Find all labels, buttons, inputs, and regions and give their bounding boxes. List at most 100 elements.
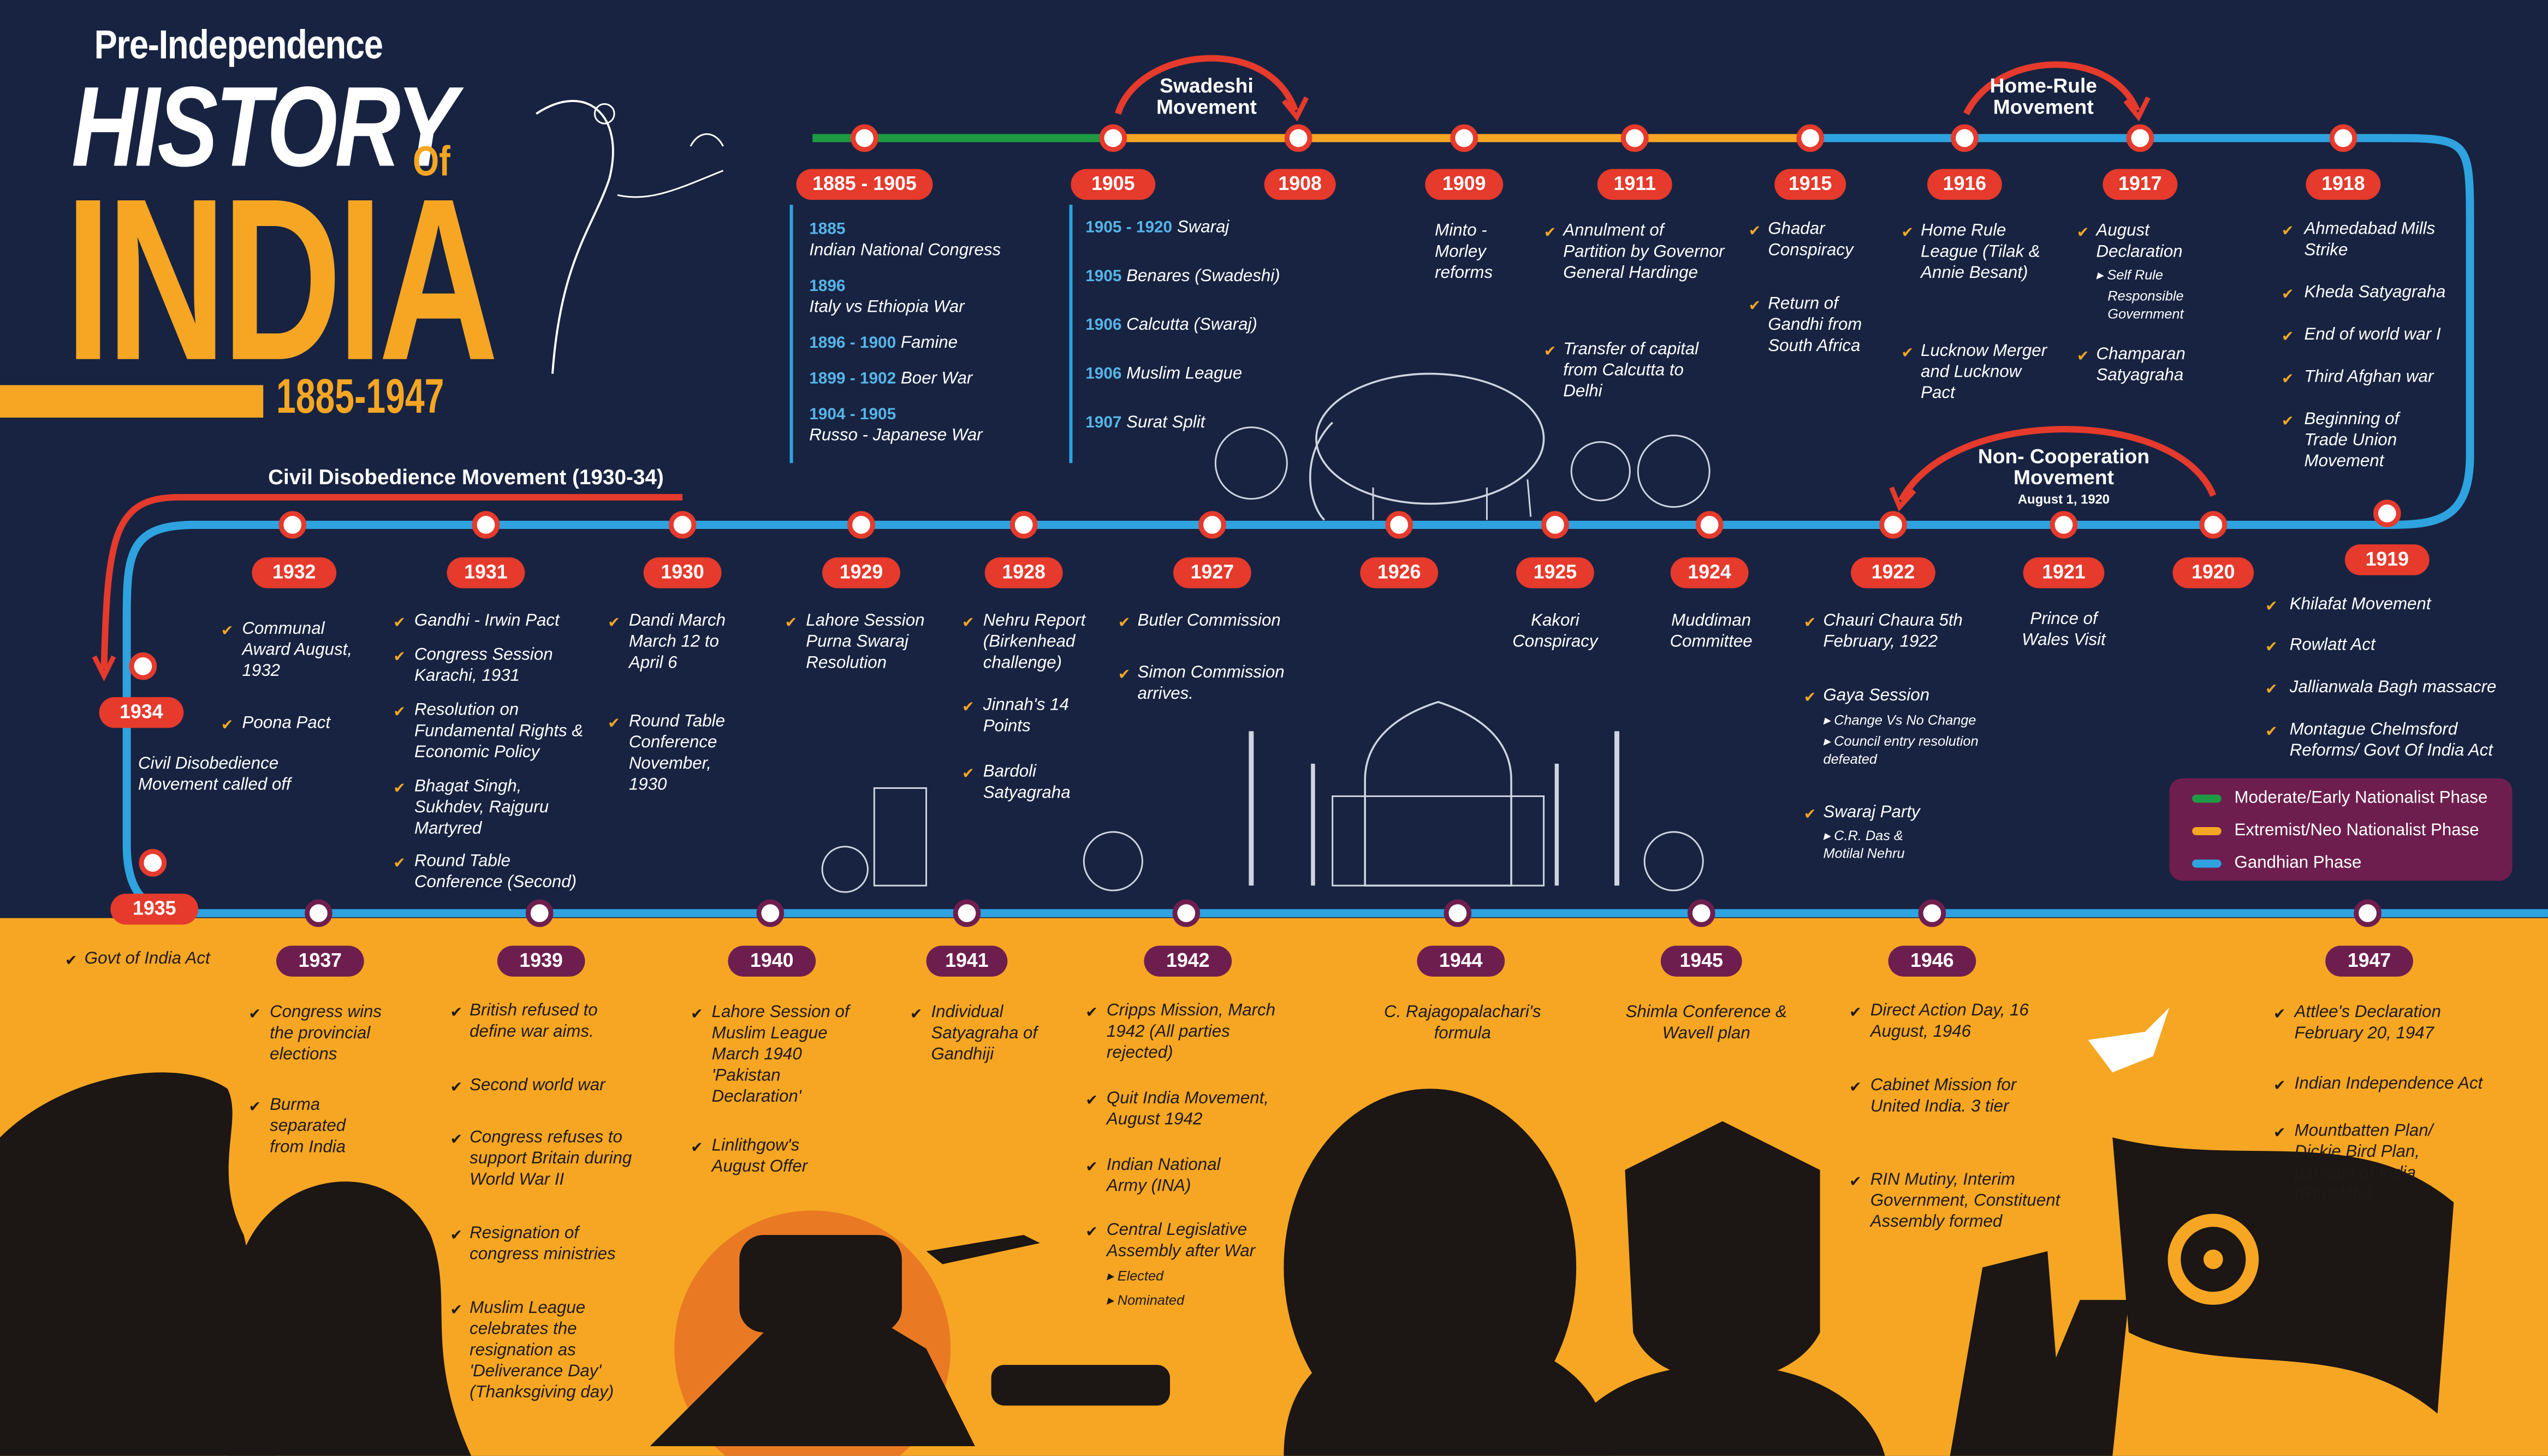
year-badge-1944: 1944 [1417, 946, 1505, 977]
check-icon: ✔ [2281, 286, 2294, 302]
check-icon: ✔ [450, 1131, 462, 1148]
event-1918-3: End of world war I [2304, 325, 2441, 344]
event-1931-1: Gandhi - Irwin Pact [414, 611, 560, 631]
year-badge-1885: 1885 - 1905 [796, 169, 933, 200]
title-line4: INDIA [65, 151, 498, 410]
check-icon: ✔ [608, 715, 620, 732]
check-icon: ✔ [393, 614, 406, 631]
check-icon: ✔ [1118, 666, 1131, 683]
event-1915-1: Ghadar Conspiracy [1768, 219, 1854, 260]
year-badge-1946: 1946 [1888, 946, 1976, 977]
event-1925-1: Kakori Conspiracy [1512, 611, 1598, 652]
year-badge-1932: 1932 [252, 557, 337, 589]
check-icon: ✔ [690, 1006, 703, 1023]
legend-swatch-orange [2192, 827, 2222, 835]
event-1932-1: Communal Award August, 1932 [242, 619, 353, 681]
check-icon: ✔ [65, 952, 78, 968]
event-1924-1: Muddiman Committee [1670, 611, 1753, 652]
title-line2: HISTORY [71, 63, 457, 191]
event-1919-4: Montague Chelmsford Reforms/ Govt Of Ind… [2289, 720, 2493, 760]
event-1916-2: Lucknow Merger and Lucknow Pact [1921, 341, 2047, 403]
event-1918-2: Kheda Satyagraha [2304, 282, 2446, 302]
check-icon: ✔ [1901, 224, 1914, 241]
event-1931-3: Resolution on Fundamental Rights & Econo… [414, 700, 584, 762]
event-1930-1: Dandi March March 12 to April 6 [628, 611, 726, 673]
year-badge-1945: 1945 [1660, 946, 1742, 977]
year-badge-1940: 1940 [728, 946, 816, 977]
check-icon: ✔ [1803, 688, 1816, 705]
legend-label-extremist: Extremist/Neo Nationalist Phase [2234, 821, 2479, 840]
peacock-illustration [536, 100, 614, 374]
event-1927-1: Butler Commission [1137, 611, 1281, 631]
event-1917-sub2: Responsible Government [2107, 287, 2184, 322]
event-1918-1: Ahmedabad Mills Strike [2304, 219, 2436, 260]
timeline-dots [129, 124, 2401, 877]
check-icon: ✔ [1543, 343, 1557, 359]
event-1942-sub2: ▸ Nominated [1106, 1292, 1185, 1309]
year-badge-1925: 1925 [1516, 557, 1594, 589]
check-icon: ✔ [2265, 598, 2278, 615]
check-icon: ✔ [2265, 723, 2278, 740]
check-icon: ✔ [608, 614, 620, 631]
year-badge-1930: 1930 [643, 557, 722, 589]
plane-silhouette [926, 1235, 1040, 1264]
event-1919-1: Khilafat Movement [2289, 595, 2431, 615]
event-1930-2: Round Table Conference November, 1930 [628, 711, 725, 795]
event-1905-1: 1905 - 1920 Swaraj [1085, 217, 1230, 237]
year-badge-1929: 1929 [822, 557, 900, 589]
event-1931-4: Bhagat Singh, Sukhdev, Rajguru Martyred [414, 776, 549, 839]
arc-label-non-cooperation-text: Non- Cooperation Movement [1977, 445, 2150, 489]
check-icon: ✔ [1118, 614, 1131, 631]
year-badge-1939: 1939 [497, 946, 585, 977]
event-1939-4: Resignation of congress ministries [470, 1223, 616, 1264]
check-icon: ✔ [2281, 370, 2294, 387]
event-1909-1: Minto - Morley reforms [1435, 221, 1493, 283]
arc-label-non-cooperation: Non- Cooperation Movement August 1, 1920 [1966, 445, 2161, 510]
event-1911-2: Transfer of capital from Calcutta to Del… [1563, 340, 1699, 402]
event-1947-2: Indian Independence Act [2294, 1074, 2483, 1094]
event-1917-1: August Declaration ▸ Self Rule Responsib… [2096, 221, 2213, 324]
event-1885-5: 1904 - 1905 Russo - Japanese War [809, 406, 983, 445]
event-1939-3: Congress refuses to support Britain duri… [470, 1127, 632, 1190]
event-1919-3: Jallianwala Bagh massacre [2289, 678, 2497, 697]
event-1941-1: Individual Satyagraha of Gandhiji [931, 1002, 1038, 1065]
check-icon: ✔ [962, 765, 975, 782]
event-1940-2: Linlithgow's August Offer [711, 1136, 808, 1176]
check-icon: ✔ [2265, 681, 2278, 697]
check-icon: ✔ [1748, 297, 1761, 314]
check-icon: ✔ [393, 780, 406, 797]
year-badge-1905: 1905 [1071, 169, 1156, 200]
check-icon: ✔ [450, 1004, 462, 1021]
year-badge-1935: 1935 [110, 894, 199, 925]
check-icon: ✔ [221, 622, 234, 639]
event-1946-2: Cabinet Mission for United India. 3 tier [1870, 1075, 2017, 1116]
event-1937-2: Burma separated from India [270, 1095, 346, 1157]
event-1905-2: 1905 Benares (Swadeshi) [1085, 266, 1280, 286]
check-icon: ✔ [2076, 347, 2089, 364]
tank-silhouette [991, 1365, 1171, 1406]
check-icon: ✔ [1849, 1173, 1862, 1190]
freedom-fighters-silhouette [1950, 1251, 2129, 1456]
event-1946-1: Direct Action Day, 16 August, 1946 [1870, 1001, 2029, 1042]
event-1935-1: Govt of India Act [84, 949, 210, 968]
india-gate-illustration [873, 787, 928, 887]
year-badge-1911: 1911 [1597, 169, 1672, 200]
event-1922-sub3: ▸ C.R. Das & Motilal Nehru [1823, 827, 1905, 861]
event-1905-4: 1906 Muslim League [1085, 364, 1243, 384]
event-1885-3: 1896 - 1900 Famine [809, 333, 958, 353]
year-badge-1909: 1909 [1425, 169, 1504, 200]
check-icon: ✔ [2076, 224, 2089, 241]
check-icon: ✔ [450, 1079, 462, 1096]
year-badge-1918: 1918 [2306, 169, 2381, 200]
year-badge-1931: 1931 [447, 557, 525, 589]
check-icon: ✔ [2265, 638, 2278, 655]
year-badge-1922: 1922 [1851, 557, 1935, 589]
check-icon: ✔ [2273, 1124, 2286, 1141]
year-badge-1921: 1921 [2023, 557, 2105, 589]
event-1885-2: 1896 Italy vs Ethiopia War [809, 277, 965, 317]
check-icon: ✔ [1803, 614, 1816, 631]
event-1917-1-text: August Declaration [2096, 221, 2183, 262]
event-1929-1: Lahore Session Purna Swaraj Resolution [806, 611, 925, 673]
arc-label-swadeshi: Swadeshi Movement [1156, 74, 1257, 119]
